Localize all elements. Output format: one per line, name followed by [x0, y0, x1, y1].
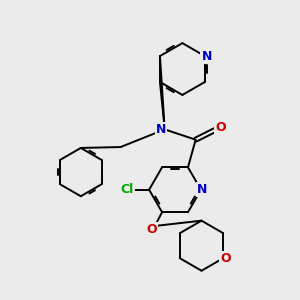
Text: O: O	[220, 252, 231, 265]
Text: Cl: Cl	[120, 183, 134, 196]
Text: O: O	[146, 224, 157, 236]
Text: N: N	[197, 183, 208, 196]
Text: N: N	[156, 123, 166, 136]
Text: O: O	[215, 122, 226, 134]
Text: N: N	[201, 50, 212, 63]
